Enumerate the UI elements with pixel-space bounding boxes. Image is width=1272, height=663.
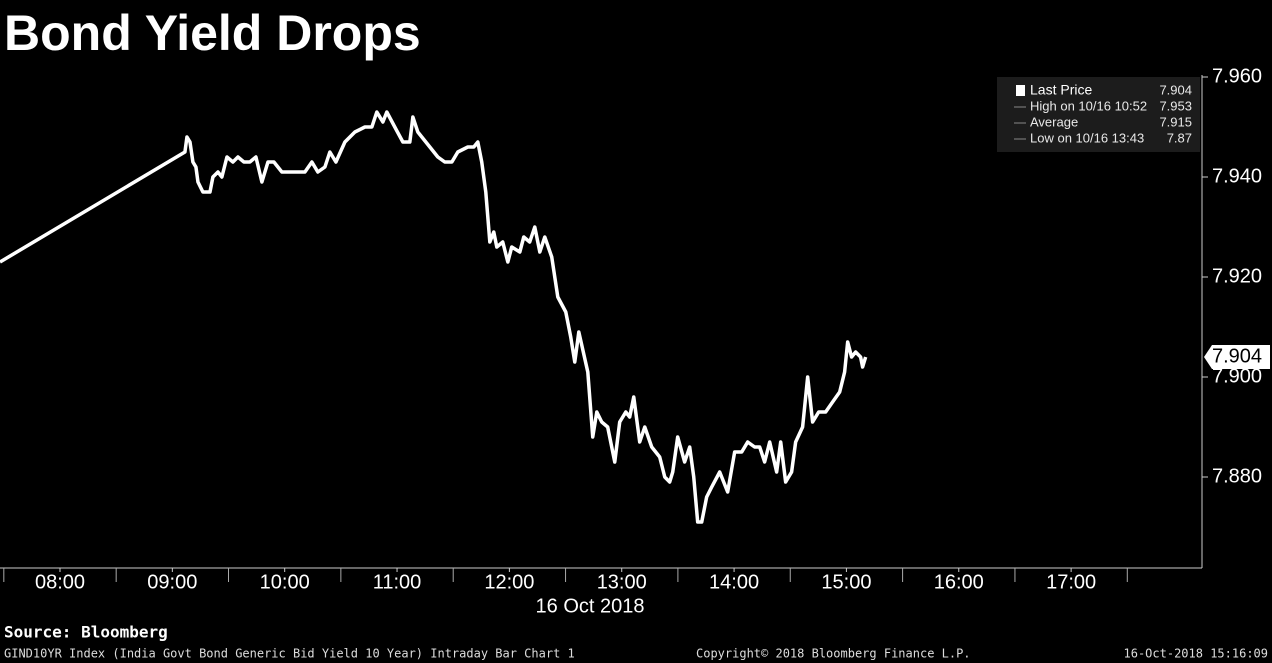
legend-label: Low on 10/16 13:43 [1030, 130, 1144, 145]
x-tick-label: 11:00 [373, 571, 422, 593]
y-tick-label: 7.880 [1212, 465, 1262, 487]
x-tick-label: 12:00 [484, 571, 534, 593]
copyright: Copyright© 2018 Bloomberg Finance L.P. [696, 647, 971, 661]
x-tick-label: 10:00 [260, 571, 310, 593]
source: Source: Bloomberg [4, 623, 168, 642]
x-tick-label: 16:00 [934, 571, 984, 593]
legend-value: 7.904 [1159, 82, 1192, 97]
last-price-tag [1204, 345, 1270, 369]
x-tick-label: 17:00 [1046, 571, 1096, 593]
legend-value: 7.87 [1167, 130, 1192, 145]
legend-swatch [1016, 85, 1025, 96]
legend-box [997, 77, 1200, 152]
y-tick-label: 7.940 [1212, 165, 1262, 187]
last-price-label: 7.904 [1212, 345, 1262, 367]
legend-value: 7.953 [1159, 98, 1192, 113]
y-tick-label: 7.900 [1212, 365, 1262, 387]
timestamp: 16-Oct-2018 15:16:09 [1124, 647, 1269, 661]
description: GIND10YR Index (India Govt Bond Generic … [4, 647, 575, 661]
x-axis-label: 16 Oct 2018 [536, 595, 645, 617]
x-tick-label: 13:00 [597, 571, 647, 593]
y-tick-label: 7.920 [1212, 265, 1262, 287]
legend-label: Last Price [1030, 82, 1092, 98]
x-tick-label: 09:00 [147, 571, 197, 593]
legend-label: High on 10/16 10:52 [1030, 98, 1147, 113]
price-line [0, 110, 868, 524]
legend-value: 7.915 [1159, 114, 1192, 129]
x-tick-label: 14:00 [709, 571, 759, 593]
x-tick-label: 15:00 [821, 571, 871, 593]
x-tick-label: 08:00 [35, 571, 85, 593]
legend-label: Average [1030, 114, 1078, 129]
y-tick-label: 7.960 [1212, 65, 1262, 87]
chart-title: Bond Yield Drops [4, 5, 421, 61]
